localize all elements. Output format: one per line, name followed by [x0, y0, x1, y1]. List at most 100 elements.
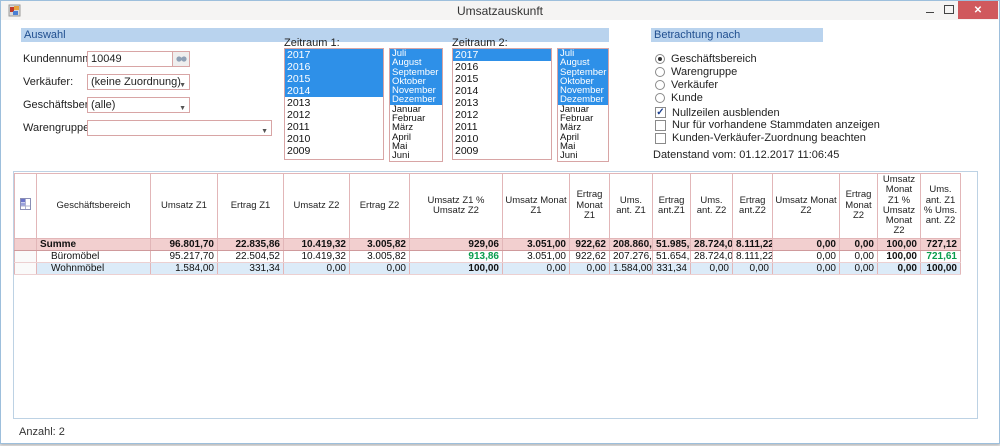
list-item[interactable]: 2011 — [287, 121, 310, 133]
list-item[interactable]: 2010 — [287, 133, 311, 145]
cell[interactable]: 22.504,52 — [217, 250, 284, 263]
row-label[interactable]: Wohnmöbel — [36, 262, 151, 275]
row-selector-cell[interactable] — [14, 262, 37, 275]
checkbox-nullzeilen[interactable]: ✓ Nullzeilen ausblenden — [655, 106, 780, 119]
cell[interactable]: 100,00 — [877, 250, 921, 263]
list-item[interactable]: April — [560, 131, 580, 143]
list-item[interactable]: 2013 — [287, 97, 311, 109]
cell[interactable]: 0,00 — [283, 262, 350, 275]
list-item[interactable]: 2017 — [285, 49, 383, 61]
list-item[interactable]: 2017 — [453, 49, 551, 61]
table-row-summe[interactable]: Summe 96.801,70 22.835,86 10.419,32 3.005,82… — [14, 238, 961, 251]
close-button[interactable]: ✕ — [958, 1, 998, 19]
cell[interactable]: 922,62 — [569, 238, 610, 251]
column-header[interactable]: Ums. ant. Z1 % Ums. ant. Z2 — [920, 173, 961, 239]
column-header[interactable]: Ertrag Monat Z1 — [569, 173, 610, 239]
column-header[interactable]: Umsatz Z2 — [283, 173, 350, 239]
cell[interactable]: 0,00 — [569, 262, 610, 275]
zeitraum1-months-list[interactable]: Juli August September Oktober November Dezemb… — [389, 48, 443, 162]
list-item[interactable]: Juli — [558, 49, 608, 58]
row-selector-cell[interactable] — [14, 238, 37, 251]
cell[interactable]: 0,00 — [877, 262, 921, 275]
column-header[interactable]: Ums. ant. Z1 — [609, 173, 653, 239]
radio-verkäufer[interactable]: Verkäufer — [655, 79, 718, 92]
list-item[interactable]: 2015 — [455, 73, 479, 85]
list-item[interactable]: 2012 — [287, 109, 311, 121]
cell[interactable]: 3.051,00 — [502, 250, 570, 263]
cell[interactable]: 0,00 — [839, 238, 878, 251]
cell[interactable]: 0,00 — [502, 262, 570, 275]
column-header[interactable]: Umsatz Monat Z1 — [502, 173, 570, 239]
cell[interactable]: 331,34 — [652, 262, 691, 275]
warengruppe-select[interactable]: ▼ — [87, 120, 272, 136]
row-selector-cell[interactable] — [14, 250, 37, 263]
list-item[interactable]: 2009 — [287, 145, 311, 157]
geschaeftsbereich-select[interactable]: (alle) ▼ — [87, 97, 190, 113]
list-item[interactable]: April — [392, 131, 412, 143]
list-item[interactable]: August — [390, 58, 442, 68]
cell[interactable]: 96.801,70 — [150, 238, 218, 251]
list-item[interactable]: Mai — [392, 140, 408, 152]
list-item[interactable]: Juni — [560, 150, 578, 162]
cell[interactable]: 3.051,00 — [502, 238, 570, 251]
list-item[interactable]: 2010 — [455, 133, 479, 145]
grid-corner-cell[interactable] — [14, 173, 37, 239]
row-label[interactable]: Summe — [36, 238, 151, 251]
cell[interactable]: 0,00 — [349, 262, 410, 275]
cell[interactable]: 100,00 — [920, 262, 961, 275]
list-item[interactable]: 2009 — [455, 145, 479, 157]
list-item[interactable]: Januar — [560, 103, 590, 115]
cell[interactable]: 10.419,32 — [283, 238, 350, 251]
column-header[interactable]: Umsatz Z1 % Umsatz Z2 — [409, 173, 503, 239]
list-item[interactable]: September — [390, 67, 442, 77]
cell[interactable]: 10.419,32 — [283, 250, 350, 263]
cell[interactable]: 0,00 — [772, 238, 840, 251]
row-label[interactable]: Büromöbel — [36, 250, 151, 263]
radio-warengruppe[interactable]: Warengruppe — [655, 65, 737, 78]
cell[interactable]: 0,00 — [772, 250, 840, 263]
cell[interactable]: 0,00 — [772, 262, 840, 275]
cell[interactable]: 913,86 — [409, 250, 503, 263]
list-item[interactable]: 2016 — [285, 61, 383, 73]
column-header[interactable]: Umsatz Monat Z1 % Umsatz Monat Z2 — [877, 173, 921, 239]
radio-kunde[interactable]: Kunde — [655, 92, 703, 105]
list-item[interactable]: Januar — [392, 103, 422, 115]
title-bar[interactable]: Umsatzauskunft ✕ — [1, 1, 999, 20]
cell[interactable]: 3.005,82 — [349, 238, 410, 251]
zeitraum2-years-list[interactable]: 2017 2016 2015 2014 2013 2012 2011 2010 2009 — [452, 48, 552, 160]
cell[interactable]: 208.860,... — [609, 238, 653, 251]
list-item[interactable]: Oktober — [390, 76, 442, 86]
cell[interactable]: 0,00 — [839, 250, 878, 263]
list-item[interactable]: September — [558, 66, 608, 78]
list-item[interactable]: Juni — [392, 150, 410, 162]
list-item[interactable]: Oktober — [558, 76, 608, 86]
column-header[interactable]: Umsatz Monat Z2 — [772, 173, 840, 239]
cell[interactable]: 1.584,00 — [609, 262, 653, 275]
cell[interactable]: 95.217,70 — [150, 250, 218, 263]
kundennummer-input[interactable]: 10049 — [87, 51, 173, 67]
cell[interactable]: 922,62 — [569, 250, 610, 263]
list-item[interactable]: Dezember — [390, 95, 442, 105]
cell[interactable]: 28.724,09 — [690, 250, 733, 263]
column-header[interactable]: Ertrag Monat Z2 — [839, 173, 878, 239]
checkbox-stammdaten[interactable]: Nur für vorhandene Stammdaten anzeigen — [655, 119, 880, 132]
radio-geschäftsbereich[interactable]: Geschäftsbereich — [655, 52, 757, 65]
column-header[interactable]: Ertrag Z1 — [217, 173, 284, 239]
cell[interactable]: 51.654,24 — [652, 250, 691, 263]
cell[interactable]: 207.276,0 — [609, 250, 653, 263]
cell[interactable]: 3.005,82 — [349, 250, 410, 263]
cell[interactable]: 8.111,22 — [732, 238, 773, 251]
cell[interactable]: 100,00 — [409, 262, 503, 275]
column-header[interactable]: Ertrag ant.Z1 — [652, 173, 691, 239]
column-header[interactable]: Ertrag Z2 — [349, 173, 410, 239]
column-header[interactable]: Umsatz Z1 — [150, 173, 218, 239]
maximize-button[interactable] — [939, 1, 958, 18]
list-item[interactable]: 2011 — [455, 121, 478, 133]
list-item[interactable]: November — [558, 86, 608, 96]
list-item[interactable]: März — [560, 122, 582, 134]
list-item[interactable]: 2014 — [285, 85, 383, 97]
zeitraum1-years-list[interactable]: 2017 2016 2015 2014 2013 2012 2011 2010 2009 — [284, 48, 384, 160]
checkbox-zuordnung[interactable]: Kunden-Verkäufer-Zuordnung beachten — [655, 132, 866, 145]
list-item[interactable]: 2016 — [455, 61, 479, 73]
minimize-button[interactable] — [920, 1, 939, 18]
